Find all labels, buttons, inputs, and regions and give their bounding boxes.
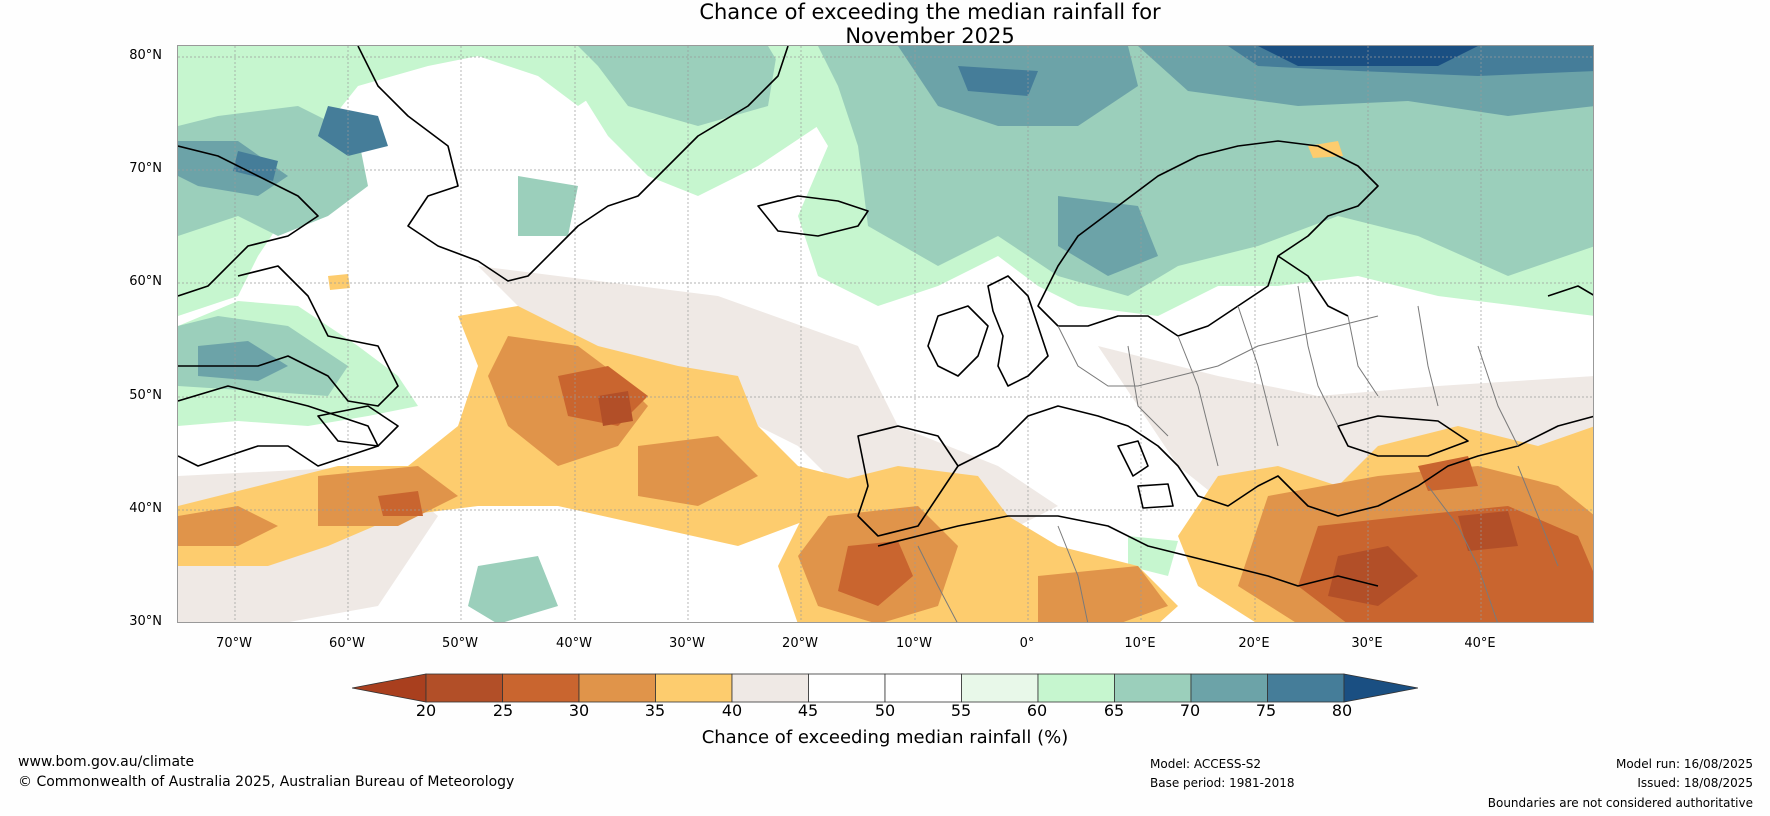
lat-label-70n: 70°N [129,161,162,176]
lon-label-50w: 50°W [442,636,478,651]
colorbar-tick: 65 [1103,701,1125,720]
issued-text: Issued: 18/08/2025 [1637,776,1753,790]
lon-label-60w: 60°W [329,636,365,651]
map-canvas [178,46,1593,622]
colorbar-tick: 50 [874,701,896,720]
colorbar-tick: 60 [1026,701,1048,720]
wet-anomaly-regions [178,46,1593,622]
lat-label-80n: 80°N [129,48,162,63]
coastlines [178,46,1593,587]
colorbar-segment [425,673,503,703]
base-period-text: Base period: 1981-2018 [1150,776,1295,790]
colorbar-segment [1114,673,1192,703]
colorbar-segment [1267,673,1345,703]
lon-label-20w: 20°W [782,636,818,651]
map-title: Chance of exceeding the median rainfall … [0,0,1770,48]
colorbar-tick: 75 [1255,701,1277,720]
rainfall-probability-map [177,45,1594,623]
colorbar-segment [1190,673,1268,703]
lon-label-40e: 40°E [1464,636,1496,651]
lon-label-10w: 10°W [896,636,932,651]
lon-label-20e: 20°E [1238,636,1270,651]
website-link[interactable]: www.bom.gov.au/climate [18,754,195,770]
colorbar-segment [502,673,580,703]
colorbar-tick: 40 [721,701,743,720]
title-line-2: November 2025 [845,24,1015,48]
colorbar-segment [655,673,733,703]
colorbar-tick: 45 [797,701,819,720]
model-run-text: Model run: 16/08/2025 [1615,757,1753,771]
title-line-1: Chance of exceeding the median rainfall … [699,0,1161,24]
colorbar-tick: 35 [644,701,666,720]
colorbar-tick: 30 [568,701,590,720]
lon-label-30e: 30°E [1351,636,1383,651]
colorbar-segment [578,673,656,703]
colorbar-segment [884,673,962,703]
colorbar-tick: 25 [492,701,514,720]
lon-label-70w: 70°W [216,636,252,651]
colorbar-tick: 20 [415,701,437,720]
colorbar-extend-low [352,673,427,703]
model-text: Model: ACCESS-S2 [1150,757,1262,771]
lon-label-10e: 10°E [1124,636,1156,651]
disclaimer-text: Boundaries are not considered authoritat… [1487,796,1753,810]
colorbar-segment [808,673,886,703]
lat-label-60n: 60°N [129,274,162,289]
lat-label-40n: 40°N [129,501,162,516]
colorbar-label: Chance of exceeding median rainfall (%) [701,727,1069,748]
lon-label-0: 0° [1019,636,1035,651]
colorbar-tick: 80 [1331,701,1353,720]
colorbar-extend-high [1343,673,1418,703]
lon-label-40w: 40°W [556,636,592,651]
lat-label-50n: 50°N [129,388,162,403]
dry-anomaly-regions [178,141,1593,622]
colorbar-tick: 55 [950,701,972,720]
colorbar-segment [961,673,1039,703]
lat-label-30n: 30°N [129,614,162,629]
country-borders [917,285,1559,622]
colorbar-tick: 70 [1179,701,1201,720]
colorbar [352,673,1418,703]
lon-label-30w: 30°W [669,636,705,651]
colorbar-segment [731,673,809,703]
colorbar-segment [1037,673,1115,703]
copyright-text: © Commonwealth of Australia 2025, Austra… [18,774,515,790]
